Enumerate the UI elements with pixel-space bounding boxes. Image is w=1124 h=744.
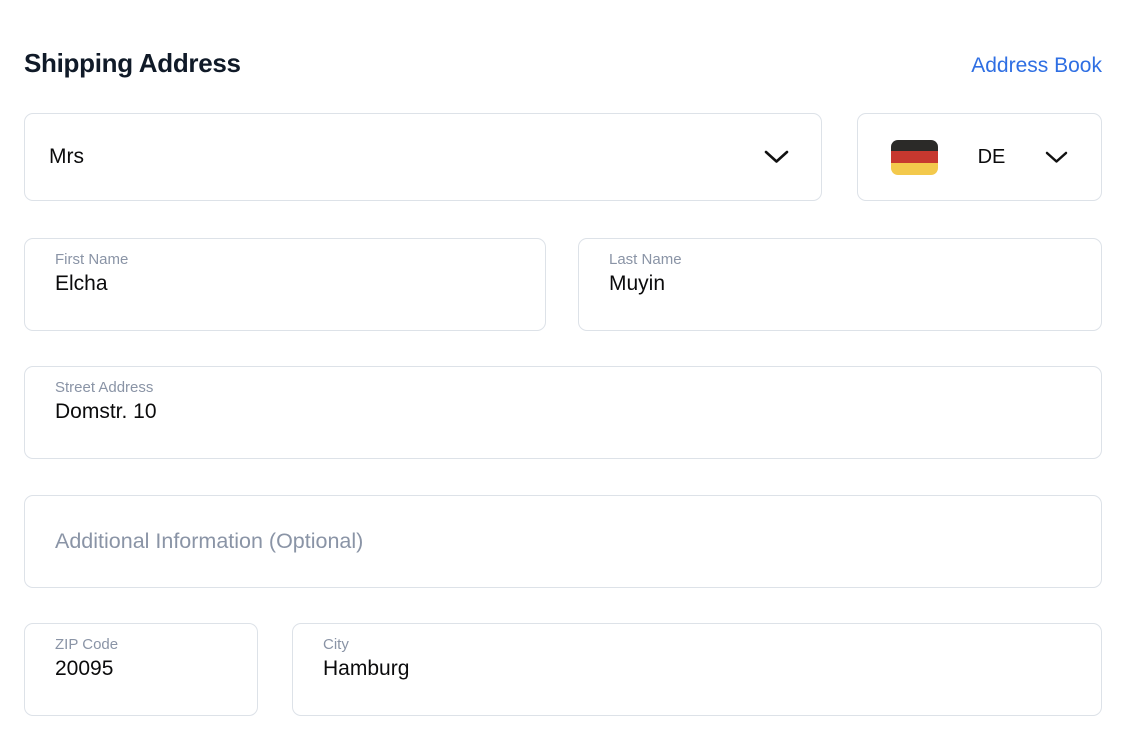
- zip-city-row: ZIP Code 20095 City Hamburg: [24, 623, 1102, 716]
- zip-code-field[interactable]: ZIP Code 20095: [24, 623, 258, 716]
- last-name-field[interactable]: Last Name Muyin: [578, 238, 1102, 331]
- city-field[interactable]: City Hamburg: [292, 623, 1102, 716]
- additional-info-field[interactable]: Additional Information (Optional): [24, 495, 1102, 588]
- zip-code-label: ZIP Code: [55, 636, 119, 653]
- last-name-value: Muyin: [609, 272, 666, 295]
- additional-info-row: Additional Information (Optional): [24, 495, 1102, 588]
- address-book-link[interactable]: Address Book: [971, 54, 1102, 77]
- germany-flag-icon: [891, 139, 938, 175]
- last-name-label: Last Name: [609, 251, 682, 268]
- street-address-label: Street Address: [55, 379, 154, 396]
- chevron-down-icon: [764, 150, 789, 163]
- page-title: Shipping Address: [24, 48, 241, 78]
- zip-code-value: 20095: [55, 657, 114, 680]
- street-address-value: Domstr. 10: [55, 400, 157, 423]
- city-value: Hamburg: [323, 657, 410, 680]
- first-name-label: First Name: [55, 251, 129, 268]
- country-select[interactable]: DE: [857, 113, 1102, 201]
- name-row: First Name Elcha Last Name Muyin: [24, 238, 1102, 331]
- country-code: DE: [977, 145, 1006, 168]
- street-address-field[interactable]: Street Address Domstr. 10: [24, 366, 1102, 459]
- first-name-value: Elcha: [55, 272, 108, 295]
- salutation-value: Mrs: [49, 145, 84, 168]
- form-header: Shipping Address Address Book: [24, 48, 1102, 79]
- additional-info-placeholder: Additional Information (Optional): [55, 529, 364, 553]
- city-label: City: [323, 636, 349, 653]
- chevron-down-icon: [1045, 151, 1068, 163]
- title-country-row: Mrs DE: [24, 113, 1102, 201]
- first-name-field[interactable]: First Name Elcha: [24, 238, 546, 331]
- salutation-select[interactable]: Mrs: [24, 113, 822, 201]
- street-row: Street Address Domstr. 10: [24, 366, 1102, 459]
